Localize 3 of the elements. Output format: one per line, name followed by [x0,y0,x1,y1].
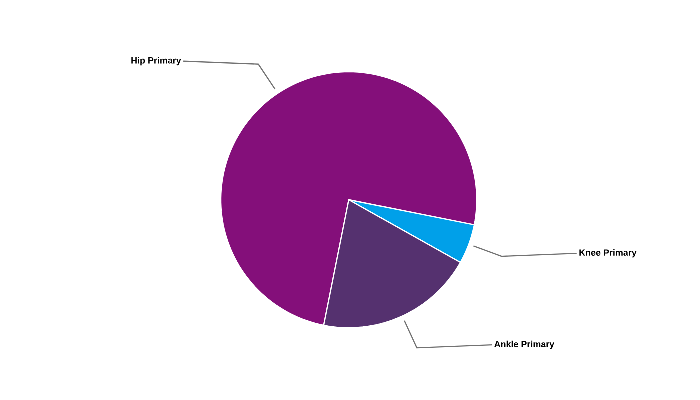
slice-label: Knee Primary [580,249,637,258]
slice-label: Hip Primary [132,57,182,66]
slice-label: Ankle Primary [494,340,555,350]
